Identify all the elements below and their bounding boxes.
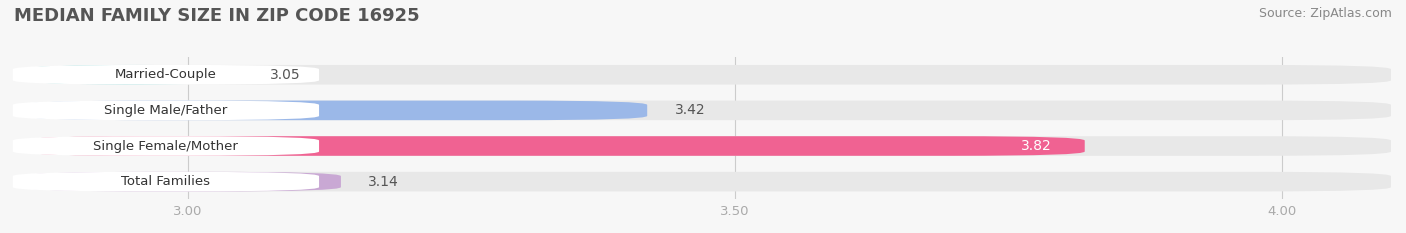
Text: Married-Couple: Married-Couple <box>115 68 217 81</box>
Text: 3.05: 3.05 <box>270 68 301 82</box>
FancyBboxPatch shape <box>24 172 1391 192</box>
FancyBboxPatch shape <box>24 65 242 85</box>
FancyBboxPatch shape <box>24 172 340 192</box>
Text: Single Male/Father: Single Male/Father <box>104 104 228 117</box>
Text: Source: ZipAtlas.com: Source: ZipAtlas.com <box>1258 7 1392 20</box>
Text: 3.42: 3.42 <box>675 103 706 117</box>
FancyBboxPatch shape <box>13 65 319 85</box>
FancyBboxPatch shape <box>24 136 1391 156</box>
FancyBboxPatch shape <box>13 172 319 192</box>
Text: MEDIAN FAMILY SIZE IN ZIP CODE 16925: MEDIAN FAMILY SIZE IN ZIP CODE 16925 <box>14 7 419 25</box>
Text: Single Female/Mother: Single Female/Mother <box>93 140 239 153</box>
FancyBboxPatch shape <box>24 65 1391 85</box>
Text: 3.82: 3.82 <box>1021 139 1052 153</box>
FancyBboxPatch shape <box>24 136 1084 156</box>
FancyBboxPatch shape <box>24 101 1391 120</box>
FancyBboxPatch shape <box>13 101 319 120</box>
FancyBboxPatch shape <box>13 136 319 156</box>
FancyBboxPatch shape <box>24 101 647 120</box>
Text: Total Families: Total Families <box>121 175 211 188</box>
Text: 3.14: 3.14 <box>368 175 399 189</box>
